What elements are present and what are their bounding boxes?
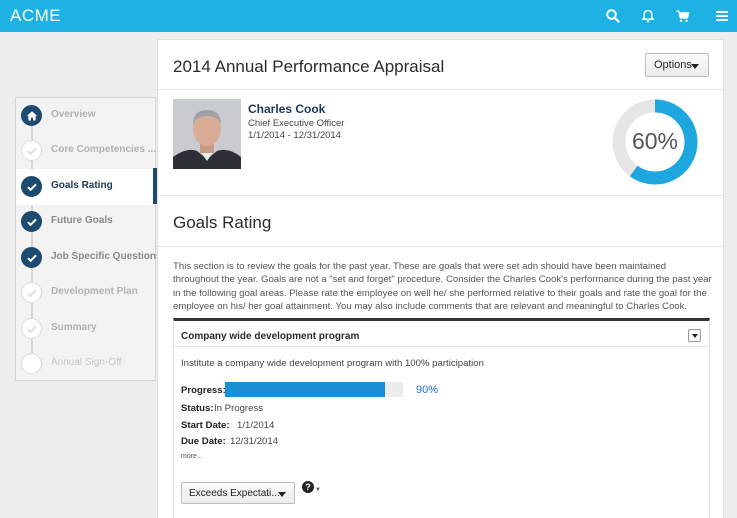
employee-review-period: 1/1/2014 - 12/31/2014 [248,130,341,141]
cart-icon[interactable] [675,8,691,24]
options-button[interactable]: Options [645,53,709,77]
step-annual-sign-off[interactable]: Annual Sign-Off [16,346,154,382]
step-label: Annual Sign-Off [51,357,122,368]
more-link[interactable]: more... [181,453,203,460]
completion-percent: 60% [631,128,679,154]
help-caret-icon: ▼ [315,487,321,493]
step-label: Summary [51,322,97,333]
check-icon [21,282,42,303]
step-navigation: Overview Core Competencies ... Goals Rat… [15,97,162,382]
due-date-label: Due Date: [181,436,226,447]
progress-label: Progress: [181,385,226,396]
step-development-plan[interactable]: Development Plan [16,275,154,311]
employee-title: Chief Executive Officer [248,118,345,129]
completion-ring-graphic [612,99,698,185]
step-core-competencies[interactable]: Core Competencies ... [16,133,157,169]
step-future-goals[interactable]: Future Goals [16,204,154,240]
section-description: This section is to review the goals for … [173,261,712,313]
empty-step-circle [21,353,42,374]
start-date-label: Start Date: [181,420,230,431]
caret-down-icon [691,64,699,69]
menu-icon[interactable] [714,8,730,24]
progress-bar [225,382,403,397]
help-icon[interactable]: ? [302,481,314,493]
appraisal-card: 2014 Annual Performance Appraisal Option… [157,39,725,518]
divider [158,89,725,90]
active-step-indicator [153,168,157,204]
home-icon [21,105,42,126]
check-icon [21,247,42,268]
progress-value: 90% [416,384,439,396]
step-job-specific-questions[interactable]: Job Specific Questions [16,240,162,276]
step-label: Overview [51,109,96,120]
step-goals-rating[interactable]: Goals Rating [16,169,154,205]
step-label: Future Goals [51,215,113,226]
employee-name[interactable]: Charles Cook [248,102,326,116]
due-date-value: 12/31/2014 [230,436,279,447]
step-label: Goals Rating [51,180,113,191]
check-icon [21,140,42,161]
goal-collapse-toggle[interactable] [688,329,701,342]
caret-down-icon [278,492,286,497]
step-overview[interactable]: Overview [16,98,154,134]
divider [158,246,725,247]
section-title: Goals Rating [173,213,272,232]
check-icon [21,176,42,197]
step-summary[interactable]: Summary [16,311,154,347]
page-title: 2014 Annual Performance Appraisal [173,57,445,76]
step-connector [31,123,33,368]
caret-down-icon [692,334,698,338]
status-value: In Progress [214,403,264,414]
completion-ring: 60% [610,97,700,187]
employee-avatar [173,99,241,169]
goal-description: Institute a company wide development pro… [181,358,484,369]
step-label: Core Competencies ... [51,144,157,155]
goal-name: Company wide development program [181,331,360,342]
rating-dropdown[interactable]: Exceeds Expectati... [181,482,295,504]
check-icon [21,318,42,339]
goal-header: Company wide development program [174,321,709,347]
divider [158,195,725,196]
check-icon [21,211,42,232]
step-label: Development Plan [51,286,138,297]
progress-bar-fill [225,382,386,397]
search-icon[interactable] [605,8,621,24]
top-navbar: ACME [0,0,737,32]
step-label: Job Specific Questions [51,251,162,262]
status-label: Status: [181,403,214,414]
start-date-value: 1/1/2014 [237,420,275,431]
goal-panel: Company wide development program Institu… [173,318,710,518]
rating-selected: Exceeds Expectati... [189,488,280,499]
options-label: Options [654,59,692,71]
bell-icon[interactable] [640,8,656,24]
brand-logo[interactable]: ACME [10,6,62,25]
